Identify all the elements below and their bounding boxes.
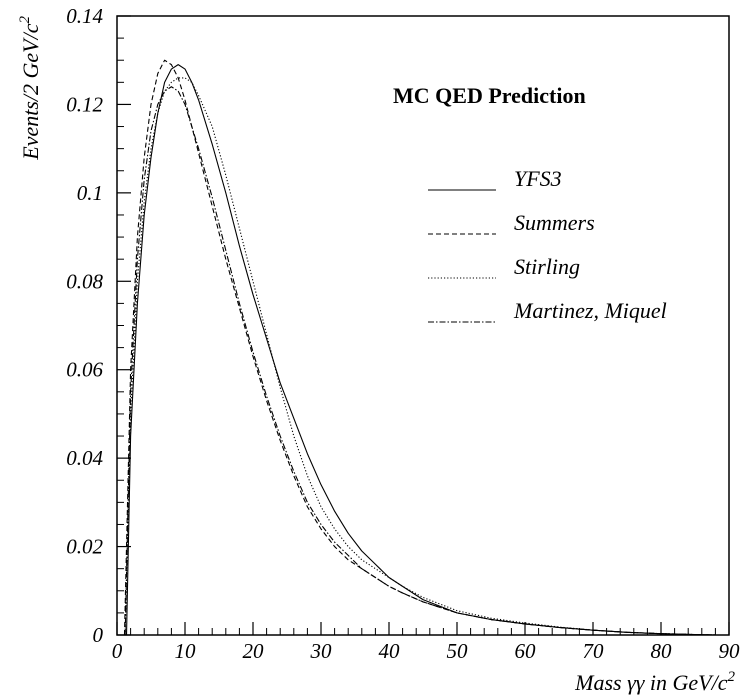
- x-tick-label: 90: [719, 639, 741, 663]
- y-tick-label: 0.02: [66, 535, 103, 559]
- series-layer: [123, 59, 716, 636]
- x-tick-label: 60: [515, 639, 537, 663]
- x-tick-label: 0: [112, 639, 123, 663]
- series-line: [124, 86, 716, 636]
- x-axis: 0 10 20 30 40 50 60 70 80 90: [112, 622, 740, 663]
- y-axis-label: Events/2 GeV/c2: [17, 16, 43, 161]
- x-axis-label: Mass γγ in GeV/c2: [574, 669, 735, 695]
- y-axis-label-superscript: 2: [17, 16, 33, 24]
- y-tick-label: 0.08: [66, 269, 103, 293]
- x-tick-label: 50: [447, 639, 469, 663]
- legend-label: Summers: [514, 210, 595, 235]
- y-axis: 0 0.02 0.04 0.06 0.08 0.1 0.12 0.14: [66, 4, 131, 647]
- plot-area: 0 10 20 30 40 50 60 70 80 90 0 0.02 0.04 0.06 0.08 0.1…: [66, 4, 740, 663]
- legend-label: Martinez, Miquel: [513, 298, 667, 323]
- x-axis-label-superscript: 2: [728, 669, 736, 685]
- x-axis-label-text: Mass γγ in GeV/c: [574, 670, 728, 695]
- legend: YFS3 Summers Stirling Martinez, Miquel: [428, 166, 667, 323]
- y-tick-label: 0.04: [66, 446, 103, 470]
- x-tick-label: 70: [583, 639, 605, 663]
- legend-label: YFS3: [514, 166, 562, 191]
- x-tick-label: 80: [651, 639, 673, 663]
- y-tick-label: 0.12: [66, 92, 103, 116]
- series-line: [125, 64, 716, 636]
- y-tick-label: 0.14: [66, 4, 103, 28]
- x-tick-label: 40: [379, 639, 401, 663]
- y-tick-label: 0.1: [77, 181, 103, 205]
- x-tick-label: 20: [243, 639, 265, 663]
- x-tick-label: 10: [175, 639, 197, 663]
- legend-label: Stirling: [514, 254, 580, 279]
- plot-frame: [116, 15, 730, 636]
- series-line: [124, 77, 716, 636]
- chart-title: MC QED Prediction: [393, 83, 586, 108]
- y-tick-label: 0: [93, 623, 104, 647]
- x-tick-label: 30: [310, 639, 333, 663]
- y-tick-label: 0.06: [66, 358, 103, 382]
- y-axis-label-text: Events/2 GeV/c: [18, 23, 43, 160]
